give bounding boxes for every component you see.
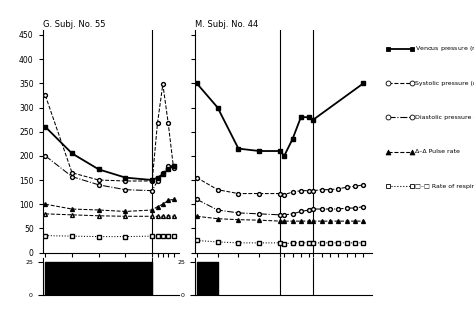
Text: M. Subj. No. 44: M. Subj. No. 44 [195, 20, 258, 29]
Text: □–□ Rate of respiration: □–□ Rate of respiration [414, 184, 474, 189]
Text: Hours: Hours [149, 281, 172, 290]
Text: G. Subj. No. 55: G. Subj. No. 55 [43, 20, 105, 29]
Text: Minutes: Minutes [221, 281, 251, 290]
Text: Minutes: Minutes [81, 281, 111, 290]
Text: Diastolic pressure (mm Hg): Diastolic pressure (mm Hg) [414, 115, 474, 120]
Text: Venous pressure (mm H$_2$O): Venous pressure (mm H$_2$O) [414, 44, 474, 53]
Text: Δ–Δ Pulse rate: Δ–Δ Pulse rate [414, 149, 459, 154]
Text: Hours: Hours [323, 281, 346, 290]
Text: Systolic pressure (mm Hg): Systolic pressure (mm Hg) [414, 81, 474, 85]
